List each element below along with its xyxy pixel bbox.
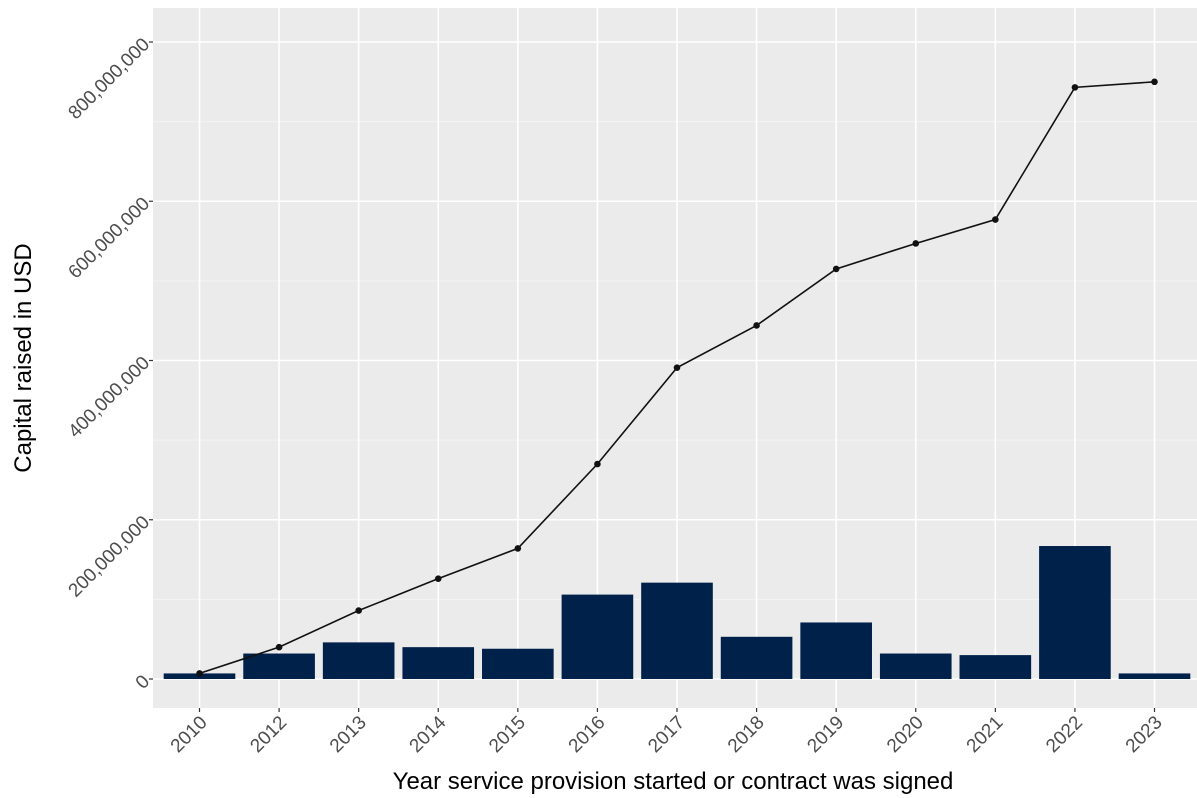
- y-tick-label: 200,000,000: [65, 512, 155, 602]
- bar-2019: [800, 622, 872, 679]
- bar-2015: [482, 648, 554, 679]
- line-point-2016: [594, 460, 601, 468]
- bar-series: [163, 546, 1191, 679]
- bar-2013: [322, 642, 395, 679]
- bar-2022: [1039, 546, 1111, 679]
- minor-gridlines: [153, 121, 1197, 600]
- line-point-2015: [514, 545, 522, 552]
- x-tick-label: 2016: [565, 712, 610, 757]
- line-point-2017: [673, 364, 681, 371]
- y-axis-ticks: 0 200,000,000 400,000,000 600,000,000 800,00…: [65, 34, 155, 693]
- x-tick-label: 2022: [1042, 712, 1087, 757]
- bar-2012: [243, 653, 315, 679]
- y-tick-label: 600,000,000: [65, 193, 155, 283]
- line-point-2014: [434, 575, 442, 582]
- bar-2021: [959, 655, 1032, 679]
- x-tick-label: 2012: [246, 712, 291, 757]
- x-tick-label: 2021: [963, 712, 1008, 757]
- x-tick-label: 2010: [167, 712, 212, 757]
- line-point-2019: [832, 265, 840, 273]
- x-tick-label: 2018: [724, 712, 769, 757]
- bar-2016: [561, 594, 634, 679]
- line-point-2021: [992, 216, 999, 223]
- line-point-2020: [912, 240, 920, 247]
- line-series: [196, 78, 1158, 677]
- x-tick-label: 2017: [644, 712, 689, 757]
- x-tick-label: 2019: [804, 712, 849, 757]
- bar-2020: [879, 653, 952, 679]
- bar-2017: [641, 582, 713, 679]
- x-tick-label: 2023: [1122, 712, 1167, 757]
- line-point-2013: [355, 607, 362, 614]
- line-point-2018: [753, 322, 760, 329]
- line-point-2023: [1151, 78, 1158, 86]
- x-tick-label: 2015: [485, 712, 530, 757]
- bar-2018: [720, 636, 793, 679]
- line-point-2012: [275, 643, 283, 651]
- x-axis-title: Year service provision started or contra…: [393, 768, 954, 795]
- x-axis-ticks: 2010 2012 2013 2014 2015 2016 2017 2018 2019 2020…: [167, 708, 1167, 757]
- x-tick-label: 2014: [406, 712, 451, 757]
- line-point-2010: [196, 670, 203, 677]
- y-tick-label: 0: [132, 671, 154, 693]
- major-gridlines: [153, 8, 1197, 708]
- y-tick-label: 800,000,000: [65, 34, 155, 124]
- y-tick-label: 400,000,000: [65, 353, 155, 443]
- x-tick-label: 2013: [326, 712, 371, 757]
- y-axis-title: Capital raised in USD: [10, 243, 37, 472]
- bar-2014: [402, 647, 475, 679]
- bar-2023: [1118, 673, 1191, 679]
- line-point-2022: [1071, 84, 1079, 91]
- x-tick-label: 2020: [883, 712, 928, 757]
